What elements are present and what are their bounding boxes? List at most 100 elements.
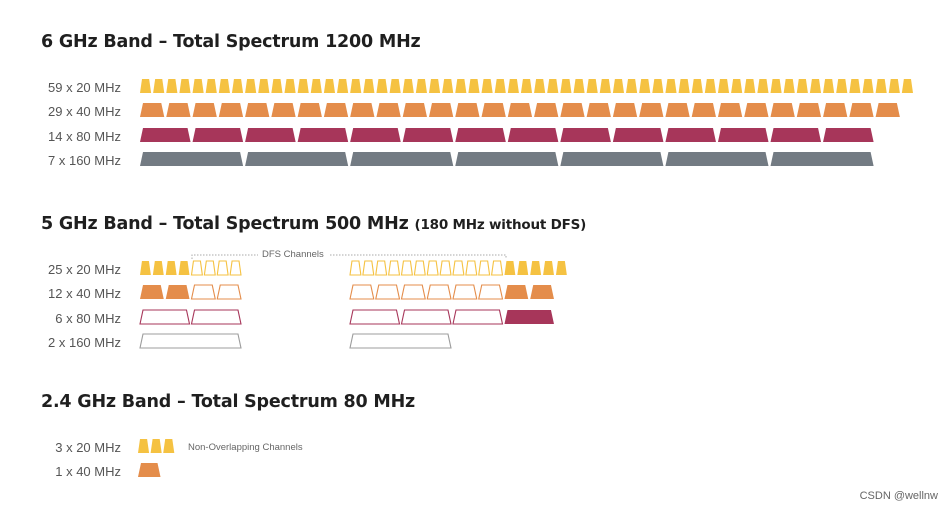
channel-5ghz-40mhz bbox=[216, 284, 242, 300]
channel-6ghz-20mhz bbox=[376, 79, 388, 93]
channel-6ghz-40mhz bbox=[744, 103, 769, 117]
channel-6ghz-40mhz bbox=[717, 103, 743, 117]
row-label-5ghz-80: 6 x 80 MHz bbox=[55, 311, 121, 326]
channel-6ghz-20mhz bbox=[192, 79, 204, 93]
channel-6ghz-20mhz bbox=[862, 79, 874, 93]
channel-6ghz-80mhz bbox=[402, 128, 454, 142]
channel-6ghz-40mhz bbox=[849, 103, 874, 117]
channel-6ghz-20mhz bbox=[573, 79, 585, 93]
channel-6ghz-20mhz bbox=[494, 79, 506, 93]
channel-5ghz-20mhz bbox=[452, 260, 465, 276]
dfs-channels-label: DFS Channels bbox=[262, 249, 324, 260]
channel-6ghz-80mhz bbox=[140, 128, 191, 142]
channel-5ghz-20mhz bbox=[140, 261, 151, 275]
band-title-6ghz-text: 6 GHz Band – Total Spectrum 1200 MHz bbox=[41, 32, 421, 52]
channel-6ghz-20mhz bbox=[665, 79, 677, 93]
channel-6ghz-80mhz bbox=[717, 128, 769, 142]
channel-6ghz-40mhz bbox=[166, 103, 191, 117]
channel-5ghz-40mhz bbox=[426, 284, 452, 300]
channel-6ghz-20mhz bbox=[442, 79, 454, 93]
channel-6ghz-160mhz bbox=[770, 152, 874, 166]
channel-6ghz-20mhz bbox=[507, 79, 519, 93]
channel-5ghz-40mhz bbox=[375, 284, 401, 300]
channel-6ghz-20mhz bbox=[560, 79, 572, 93]
channel-24ghz-20mhz bbox=[138, 439, 150, 453]
channel-5ghz-20mhz bbox=[387, 260, 401, 276]
channel-6ghz-20mhz bbox=[258, 79, 270, 93]
channel-24ghz-20mhz bbox=[150, 439, 162, 453]
channel-5ghz-20mhz bbox=[413, 260, 426, 276]
channel-6ghz-20mhz bbox=[888, 79, 900, 93]
non-overlapping-note: Non-Overlapping Channels bbox=[188, 442, 303, 453]
channel-5ghz-20mhz bbox=[362, 260, 375, 276]
channel-5ghz-20mhz bbox=[439, 260, 452, 276]
channel-6ghz-20mhz bbox=[205, 79, 217, 93]
channel-6ghz-40mhz bbox=[875, 103, 900, 117]
row-label-24ghz-40: 1 x 40 MHz bbox=[55, 464, 121, 479]
channel-6ghz-40mhz bbox=[350, 103, 375, 117]
channel-6ghz-40mhz bbox=[507, 103, 533, 117]
channel-6ghz-20mhz bbox=[770, 79, 782, 93]
channel-6ghz-40mhz bbox=[192, 103, 217, 117]
channel-6ghz-20mhz bbox=[875, 79, 887, 93]
channel-6ghz-40mhz bbox=[402, 103, 427, 117]
channel-6ghz-20mhz bbox=[652, 79, 664, 93]
band-title-6ghz: 6 GHz Band – Total Spectrum 1200 MHz bbox=[41, 32, 421, 52]
channel-5ghz-20mhz bbox=[504, 261, 516, 275]
channel-5ghz-40mhz bbox=[165, 285, 190, 299]
channel-5ghz-40mhz bbox=[349, 284, 375, 300]
channel-6ghz-20mhz bbox=[389, 79, 401, 93]
channel-6ghz-20mhz bbox=[586, 79, 598, 93]
channel-6ghz-20mhz bbox=[363, 79, 375, 93]
channel-6ghz-20mhz bbox=[284, 79, 296, 93]
channel-6ghz-160mhz bbox=[455, 152, 559, 166]
channel-6ghz-40mhz bbox=[323, 103, 349, 117]
channel-5ghz-20mhz bbox=[152, 261, 164, 275]
channel-6ghz-40mhz bbox=[586, 103, 611, 117]
channel-5ghz-20mhz bbox=[216, 260, 229, 276]
channel-6ghz-40mhz bbox=[612, 103, 638, 117]
channel-6ghz-20mhz bbox=[612, 79, 625, 93]
channel-6ghz-20mhz bbox=[402, 79, 414, 93]
channel-5ghz-40mhz bbox=[400, 284, 426, 300]
channel-5ghz-20mhz bbox=[465, 260, 478, 276]
channel-6ghz-80mhz bbox=[507, 128, 559, 142]
channel-6ghz-20mhz bbox=[704, 79, 716, 93]
channel-6ghz-20mhz bbox=[744, 79, 756, 93]
channel-6ghz-80mhz bbox=[350, 128, 401, 142]
band-title-5ghz-text: 5 GHz Band – Total Spectrum 500 MHz bbox=[41, 214, 409, 234]
channel-6ghz-20mhz bbox=[849, 79, 861, 93]
channel-5ghz-160mhz bbox=[139, 333, 242, 349]
channel-6ghz-40mhz bbox=[560, 103, 585, 117]
channel-6ghz-20mhz bbox=[639, 79, 651, 93]
channel-6ghz-20mhz bbox=[231, 79, 244, 93]
channel-6ghz-40mhz bbox=[639, 103, 664, 117]
channel-6ghz-20mhz bbox=[179, 79, 191, 93]
channel-6ghz-20mhz bbox=[534, 79, 546, 93]
channel-6ghz-20mhz bbox=[140, 79, 152, 93]
band-title-24ghz-text: 2.4 GHz Band – Total Spectrum 80 MHz bbox=[41, 392, 415, 412]
channel-6ghz-40mhz bbox=[297, 103, 322, 117]
channel-6ghz-160mhz bbox=[560, 152, 664, 166]
channel-6ghz-40mhz bbox=[455, 103, 480, 117]
channel-6ghz-20mhz bbox=[245, 79, 257, 93]
channel-6ghz-40mhz bbox=[534, 103, 559, 117]
channel-5ghz-20mhz bbox=[426, 260, 439, 276]
channel-6ghz-80mhz bbox=[455, 128, 506, 142]
channel-5ghz-20mhz bbox=[478, 260, 491, 276]
row-label-5ghz-40: 12 x 40 MHz bbox=[48, 286, 121, 301]
channel-5ghz-20mhz bbox=[543, 261, 554, 275]
channel-5ghz-20mhz bbox=[229, 260, 242, 276]
dfs-bracket bbox=[191, 254, 507, 259]
row-label-5ghz-20: 25 x 20 MHz bbox=[48, 262, 121, 277]
band-title-24ghz: 2.4 GHz Band – Total Spectrum 80 MHz bbox=[41, 392, 415, 412]
channel-6ghz-40mhz bbox=[770, 103, 795, 117]
channel-6ghz-160mhz bbox=[140, 152, 244, 166]
row-label-6ghz-40: 29 x 40 MHz bbox=[48, 104, 121, 119]
channel-6ghz-20mhz bbox=[520, 79, 533, 93]
channel-6ghz-40mhz bbox=[796, 103, 822, 117]
channel-6ghz-40mhz bbox=[140, 103, 165, 117]
channel-6ghz-20mhz bbox=[337, 79, 349, 93]
channel-6ghz-20mhz bbox=[166, 79, 178, 93]
